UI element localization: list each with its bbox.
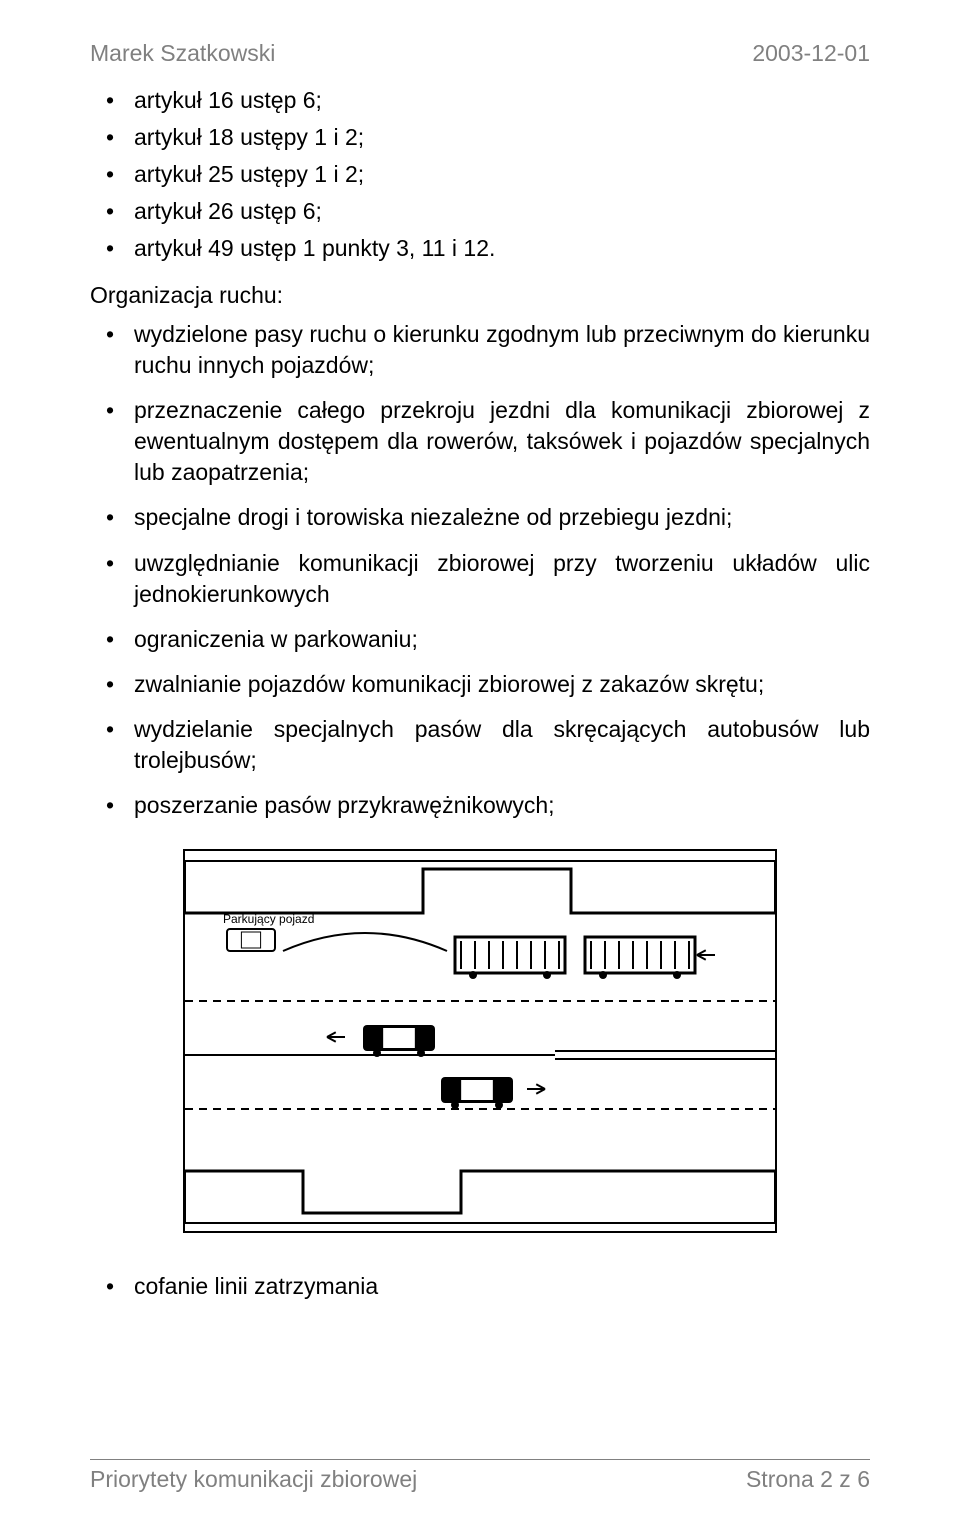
list-item: poszerzanie pasów przykrawężnikowych; xyxy=(90,790,870,821)
list-item: cofanie linii zatrzymania xyxy=(90,1271,870,1302)
article-list: artykuł 16 ustęp 6; artykuł 18 ustępy 1 … xyxy=(90,85,870,264)
list-item: uwzględnianie komunikacji zbiorowej przy… xyxy=(90,548,870,610)
page: Marek Szatkowski 2003-12-01 artykuł 16 u… xyxy=(0,0,960,1523)
footer-right: Strona 2 z 6 xyxy=(746,1466,870,1493)
traffic-diagram: Parkujący pojazd xyxy=(183,849,777,1233)
list-item: wydzielone pasy ruchu o kierunku zgodnym… xyxy=(90,319,870,381)
list-item: artykuł 16 ustęp 6; xyxy=(90,85,870,116)
list-item: ograniczenia w parkowaniu; xyxy=(90,624,870,655)
list-item: artykuł 18 ustępy 1 i 2; xyxy=(90,122,870,153)
list-item: artykuł 25 ustępy 1 i 2; xyxy=(90,159,870,190)
organization-list: wydzielone pasy ruchu o kierunku zgodnym… xyxy=(90,319,870,821)
footer-left: Priorytety komunikacji zbiorowej xyxy=(90,1466,417,1493)
after-diagram-list: cofanie linii zatrzymania xyxy=(90,1271,870,1302)
list-item: artykuł 26 ustęp 6; xyxy=(90,196,870,227)
list-item: zwalnianie pojazdów komunikacji zbiorowe… xyxy=(90,669,870,700)
page-footer: Priorytety komunikacji zbiorowej Strona … xyxy=(90,1459,870,1493)
author-name: Marek Szatkowski xyxy=(90,40,275,67)
list-item: przeznaczenie całego przekroju jezdni dl… xyxy=(90,395,870,488)
list-item: artykuł 49 ustęp 1 punkty 3, 11 i 12. xyxy=(90,233,870,264)
page-header: Marek Szatkowski 2003-12-01 xyxy=(90,40,870,67)
diagram-container: Parkujący pojazd xyxy=(90,849,870,1233)
svg-text:Parkujący pojazd: Parkujący pojazd xyxy=(223,912,314,926)
list-item: specjalne drogi i torowiska niezależne o… xyxy=(90,502,870,533)
list-item: wydzielanie specjalnych pasów dla skręca… xyxy=(90,714,870,776)
section-title: Organizacja ruchu: xyxy=(90,282,870,309)
document-date: 2003-12-01 xyxy=(752,40,870,67)
